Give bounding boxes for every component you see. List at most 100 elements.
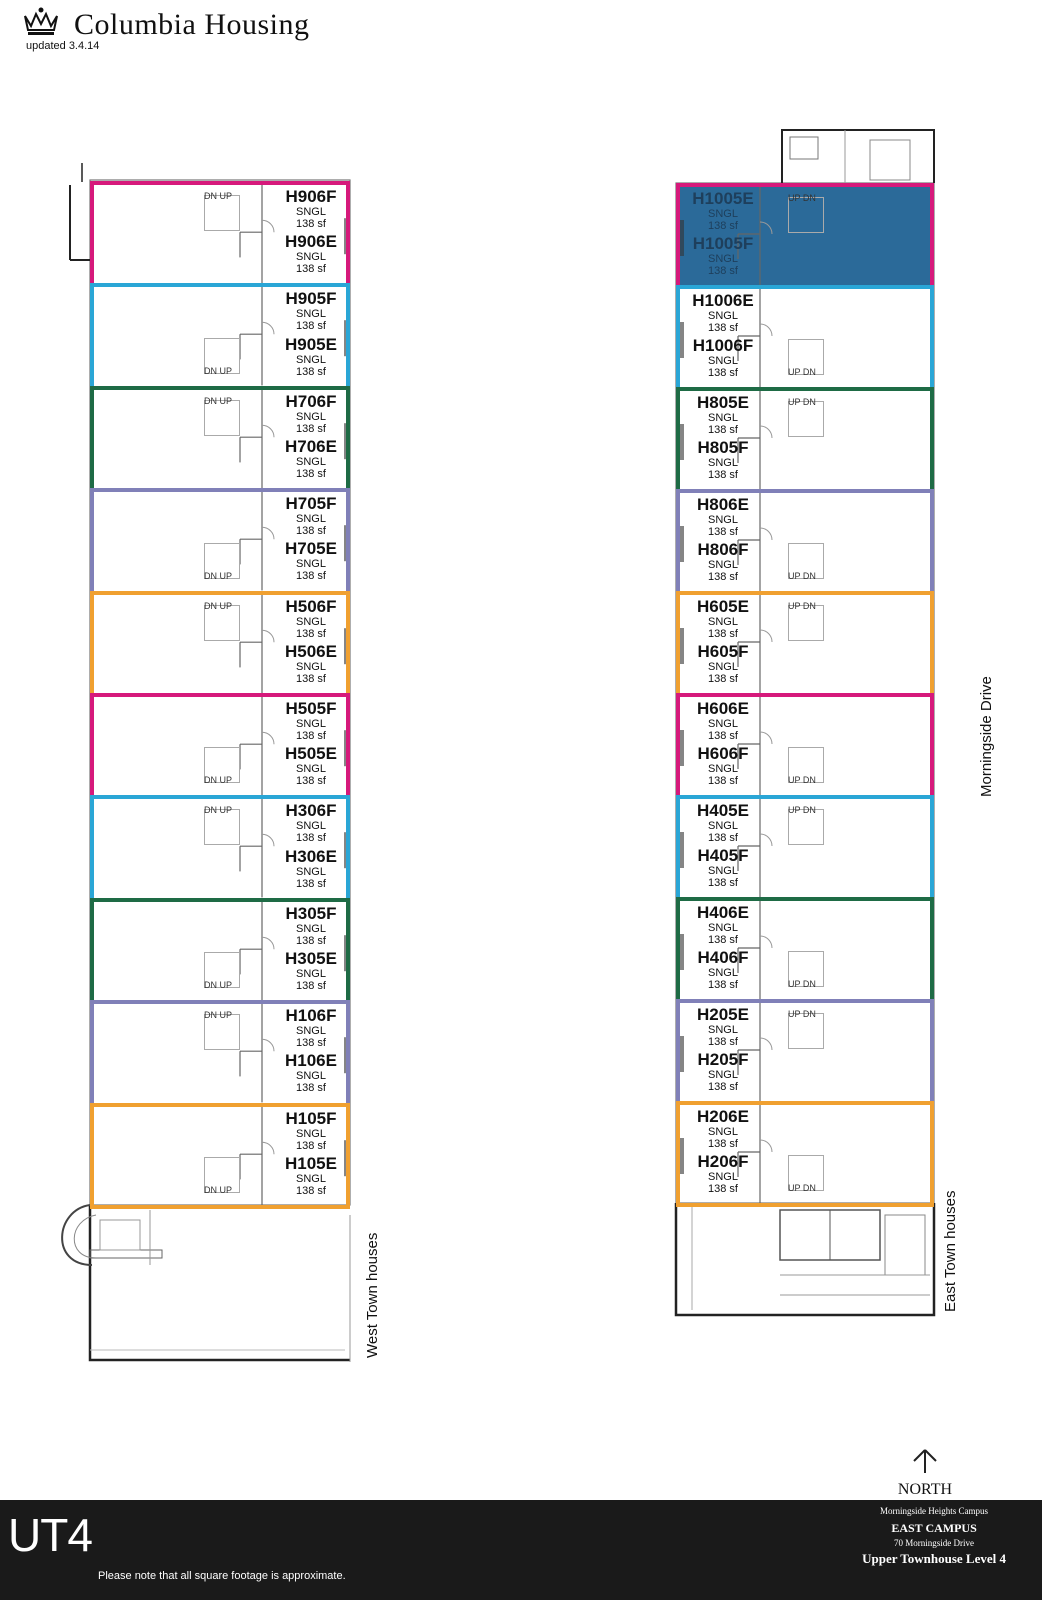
room-number: H606F bbox=[697, 744, 749, 763]
room-label[interactable]: H105E SNGL 138 sf bbox=[274, 1154, 348, 1197]
stair-icon bbox=[204, 195, 240, 231]
townhouse-unit[interactable]: UP DN H605E SNGL 138 sf H605F SNGL 138 sf bbox=[676, 591, 934, 697]
townhouse-unit[interactable]: DN UP H506F SNGL 138 sf H506E SNGL 138 sf bbox=[90, 590, 350, 697]
room-type: SNGL bbox=[708, 310, 738, 322]
room-label[interactable]: H906E SNGL 138 sf bbox=[274, 232, 348, 275]
room-label[interactable]: H705E SNGL 138 sf bbox=[274, 539, 348, 582]
room-label[interactable]: H405E SNGL 138 sf bbox=[686, 801, 760, 844]
room-label[interactable]: H205F SNGL 138 sf bbox=[686, 1050, 760, 1093]
stair-icon bbox=[788, 1155, 824, 1191]
townhouse-unit[interactable]: UP DN H205E SNGL 138 sf H205F SNGL 138 sf bbox=[676, 999, 934, 1105]
townhouse-unit[interactable]: UP DN H1006E SNGL 138 sf H1006F SNGL 138 sf bbox=[676, 285, 934, 391]
room-area: 138 sf bbox=[708, 934, 738, 946]
room-label[interactable]: H806F SNGL 138 sf bbox=[686, 540, 760, 583]
townhouse-unit[interactable]: UP DN H805E SNGL 138 sf H805F SNGL 138 sf bbox=[676, 387, 934, 493]
room-label[interactable]: H206E SNGL 138 sf bbox=[686, 1107, 760, 1150]
stair-icon bbox=[204, 952, 240, 989]
room-area: 138 sf bbox=[708, 1183, 738, 1195]
room-label[interactable]: H105F SNGL 138 sf bbox=[274, 1109, 348, 1152]
stair-direction: DN UP bbox=[204, 570, 233, 581]
room-number: H1006F bbox=[692, 336, 754, 355]
campus-address: 70 Morningside Drive bbox=[894, 1538, 975, 1548]
room-area: 138 sf bbox=[296, 1037, 326, 1050]
room-area: 138 sf bbox=[296, 467, 326, 480]
room-label[interactable]: H306F SNGL 138 sf bbox=[274, 801, 348, 844]
townhouse-unit[interactable]: DN UP H906F SNGL 138 sf H906E SNGL 138 sf bbox=[90, 181, 350, 288]
room-label[interactable]: H106F SNGL 138 sf bbox=[274, 1006, 348, 1049]
room-type: SNGL bbox=[708, 208, 738, 220]
east-street-label: East Town houses bbox=[942, 1190, 959, 1312]
townhouse-unit[interactable]: DN UP H705F SNGL 138 sf H705E SNGL 138 sf bbox=[90, 488, 350, 595]
room-label[interactable]: H705F SNGL 138 sf bbox=[274, 494, 348, 537]
room-label[interactable]: H1006F SNGL 138 sf bbox=[686, 336, 760, 379]
room-label[interactable]: H805E SNGL 138 sf bbox=[686, 393, 760, 436]
townhouse-unit[interactable]: UP DN H606E SNGL 138 sf H606F SNGL 138 sf bbox=[676, 693, 934, 799]
room-label[interactable]: H1005E SNGL 138 sf bbox=[686, 189, 760, 232]
townhouse-unit[interactable]: DN UP H105F SNGL 138 sf H105E SNGL 138 sf bbox=[90, 1102, 350, 1209]
room-label[interactable]: H206F SNGL 138 sf bbox=[686, 1152, 760, 1195]
townhouse-unit[interactable]: DN UP H505F SNGL 138 sf H505E SNGL 138 sf bbox=[90, 693, 350, 800]
room-label[interactable]: H505E SNGL 138 sf bbox=[274, 744, 348, 787]
room-label[interactable]: H1005F SNGL 138 sf bbox=[686, 234, 760, 277]
interior-walls bbox=[239, 389, 346, 489]
townhouse-unit[interactable]: DN UP H706F SNGL 138 sf H706E SNGL 138 sf bbox=[90, 385, 350, 493]
room-area: 138 sf bbox=[296, 1139, 326, 1152]
room-label[interactable]: H806E SNGL 138 sf bbox=[686, 495, 760, 538]
room-label[interactable]: H706E SNGL 138 sf bbox=[274, 437, 348, 480]
room-label[interactable]: H805F SNGL 138 sf bbox=[686, 438, 760, 481]
room-label[interactable]: H205E SNGL 138 sf bbox=[686, 1005, 760, 1048]
room-label[interactable]: H905F SNGL 138 sf bbox=[274, 289, 348, 332]
stair-direction: UP DN bbox=[788, 979, 816, 989]
room-type: SNGL bbox=[296, 513, 326, 526]
room-label[interactable]: H605F SNGL 138 sf bbox=[686, 642, 760, 685]
room-number: H806F bbox=[697, 540, 749, 559]
townhouse-unit[interactable]: DN UP H106F SNGL 138 sf H106E SNGL 138 sf bbox=[90, 1000, 350, 1107]
townhouse-unit[interactable]: UP DN H405E SNGL 138 sf H405F SNGL 138 sf bbox=[676, 795, 934, 901]
room-label[interactable]: H305F SNGL 138 sf bbox=[274, 904, 348, 947]
room-type: SNGL bbox=[296, 718, 326, 730]
interior-walls bbox=[239, 185, 346, 284]
room-label[interactable]: H406F SNGL 138 sf bbox=[686, 948, 760, 991]
interior-walls bbox=[680, 901, 773, 999]
room-label[interactable]: H505F SNGL 138 sf bbox=[274, 699, 348, 742]
stair-direction: UP DN bbox=[788, 1009, 816, 1019]
room-label[interactable]: H906F SNGL 138 sf bbox=[274, 187, 348, 230]
room-label[interactable]: H405F SNGL 138 sf bbox=[686, 846, 760, 889]
interior-walls bbox=[239, 697, 346, 796]
room-label[interactable]: H1006E SNGL 138 sf bbox=[686, 291, 760, 334]
room-label[interactable]: H106E SNGL 138 sf bbox=[274, 1051, 348, 1094]
stair-direction: DN UP bbox=[204, 395, 233, 406]
stair-icon bbox=[788, 543, 824, 579]
room-number: H205F bbox=[697, 1050, 749, 1069]
townhouse-unit[interactable]: UP DN H406E SNGL 138 sf H406F SNGL 138 sf bbox=[676, 897, 934, 1003]
room-label[interactable]: H606F SNGL 138 sf bbox=[686, 744, 760, 787]
room-number: H605F bbox=[697, 642, 749, 661]
townhouse-unit[interactable]: DN UP H905F SNGL 138 sf H905E SNGL 138 sf bbox=[90, 283, 350, 390]
room-label[interactable]: H905E SNGL 138 sf bbox=[274, 335, 348, 378]
room-type: SNGL bbox=[296, 1025, 326, 1038]
interior-walls bbox=[680, 187, 773, 285]
townhouse-unit[interactable]: DN UP H305F SNGL 138 sf H305E SNGL 138 sf bbox=[90, 897, 350, 1005]
room-number: H306E bbox=[285, 846, 337, 866]
room-area: 138 sf bbox=[708, 979, 738, 991]
townhouse-unit[interactable]: UP DN H1005E SNGL 138 sf H1005F SNGL 138 sf bbox=[676, 183, 934, 289]
room-label[interactable]: H306E SNGL 138 sf bbox=[274, 847, 348, 890]
room-label[interactable]: H506E SNGL 138 sf bbox=[274, 642, 348, 685]
avenue-label: Morningside Drive bbox=[978, 676, 995, 797]
room-type: SNGL bbox=[708, 967, 738, 979]
room-label[interactable]: H305E SNGL 138 sf bbox=[274, 949, 348, 992]
townhouse-unit[interactable]: UP DN H206E SNGL 138 sf H206F SNGL 138 sf bbox=[676, 1101, 934, 1207]
room-type: SNGL bbox=[296, 558, 326, 571]
room-label[interactable]: H506F SNGL 138 sf bbox=[274, 597, 348, 640]
room-label[interactable]: H406E SNGL 138 sf bbox=[686, 903, 760, 946]
room-type: SNGL bbox=[296, 1172, 326, 1185]
room-label[interactable]: H606E SNGL 138 sf bbox=[686, 699, 760, 742]
room-label[interactable]: H605E SNGL 138 sf bbox=[686, 597, 760, 640]
room-area: 138 sf bbox=[708, 1036, 738, 1048]
room-number: H905E bbox=[285, 334, 337, 354]
room-number: H805E bbox=[697, 393, 749, 412]
townhouse-unit[interactable]: DN UP H306F SNGL 138 sf H306E SNGL 138 sf bbox=[90, 795, 350, 902]
townhouse-unit[interactable]: UP DN H806E SNGL 138 sf H806F SNGL 138 sf bbox=[676, 489, 934, 595]
room-label[interactable]: H706F SNGL 138 sf bbox=[274, 392, 348, 435]
room-number: H706F bbox=[285, 391, 337, 411]
